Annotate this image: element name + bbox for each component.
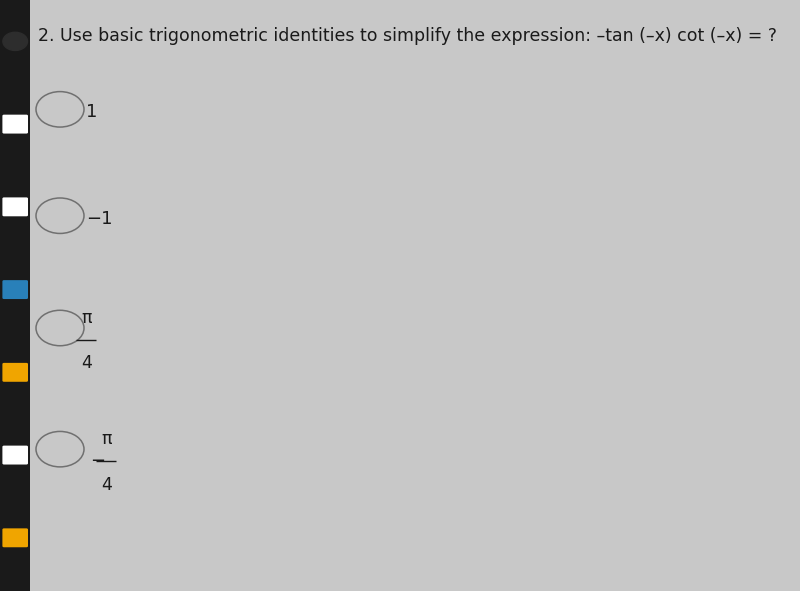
FancyBboxPatch shape	[2, 280, 28, 299]
Text: 2. Use basic trigonometric identities to simplify the expression: –tan (–x) cot : 2. Use basic trigonometric identities to…	[38, 27, 778, 44]
Bar	[0, 0, 30, 591]
FancyBboxPatch shape	[2, 446, 28, 465]
Circle shape	[3, 33, 27, 50]
Text: 4: 4	[81, 355, 92, 372]
FancyBboxPatch shape	[2, 115, 28, 134]
Text: 4: 4	[101, 476, 112, 493]
FancyBboxPatch shape	[2, 197, 28, 216]
FancyBboxPatch shape	[2, 363, 28, 382]
Text: π: π	[81, 309, 92, 327]
Text: π: π	[101, 430, 112, 448]
Text: −1: −1	[86, 210, 113, 228]
FancyBboxPatch shape	[2, 528, 28, 547]
Text: −: −	[90, 452, 106, 470]
Text: 1: 1	[86, 103, 98, 121]
